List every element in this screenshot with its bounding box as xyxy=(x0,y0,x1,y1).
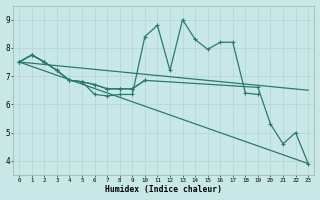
X-axis label: Humidex (Indice chaleur): Humidex (Indice chaleur) xyxy=(105,185,222,194)
